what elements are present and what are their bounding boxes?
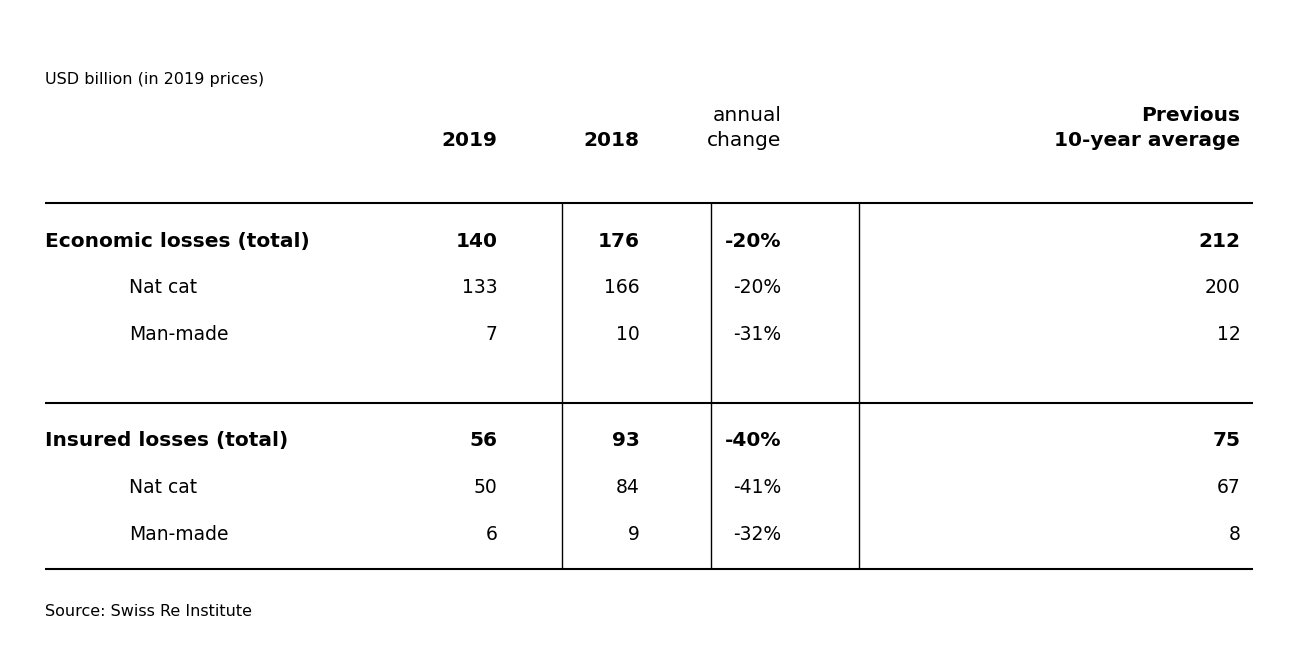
Text: 75: 75: [1212, 432, 1240, 450]
Text: -20%: -20%: [725, 232, 782, 250]
Text: -41%: -41%: [734, 478, 782, 497]
Text: 212: 212: [1198, 232, 1240, 250]
Text: 176: 176: [597, 232, 640, 250]
Text: 84: 84: [616, 478, 640, 497]
Text: Economic losses (total): Economic losses (total): [45, 232, 310, 250]
Text: annual
change: annual change: [707, 106, 782, 150]
Text: -31%: -31%: [734, 325, 782, 344]
Text: 2019: 2019: [442, 131, 497, 150]
Text: 50: 50: [474, 478, 497, 497]
Text: Previous
10-year average: Previous 10-year average: [1054, 106, 1240, 150]
Text: Nat cat: Nat cat: [129, 278, 198, 297]
Text: Man-made: Man-made: [129, 525, 229, 543]
Text: 9: 9: [628, 525, 640, 543]
Text: Man-made: Man-made: [129, 325, 229, 344]
Text: 67: 67: [1217, 478, 1240, 497]
Text: Source: Swiss Re Institute: Source: Swiss Re Institute: [45, 604, 252, 619]
Text: 140: 140: [455, 232, 497, 250]
Text: -32%: -32%: [734, 525, 782, 543]
Text: 7: 7: [486, 325, 497, 344]
Text: 8: 8: [1229, 525, 1240, 543]
Text: -40%: -40%: [725, 432, 782, 450]
Text: 93: 93: [611, 432, 640, 450]
Text: 10: 10: [616, 325, 640, 344]
Text: Insured losses (total): Insured losses (total): [45, 432, 288, 450]
Text: 166: 166: [603, 278, 640, 297]
Text: 6: 6: [486, 525, 497, 543]
Text: 56: 56: [469, 432, 497, 450]
Text: USD billion (in 2019 prices): USD billion (in 2019 prices): [45, 71, 265, 87]
Text: 200: 200: [1204, 278, 1240, 297]
Text: 133: 133: [461, 278, 497, 297]
Text: 12: 12: [1217, 325, 1240, 344]
Text: Nat cat: Nat cat: [129, 478, 198, 497]
Text: -20%: -20%: [734, 278, 782, 297]
Text: 2018: 2018: [584, 131, 640, 150]
